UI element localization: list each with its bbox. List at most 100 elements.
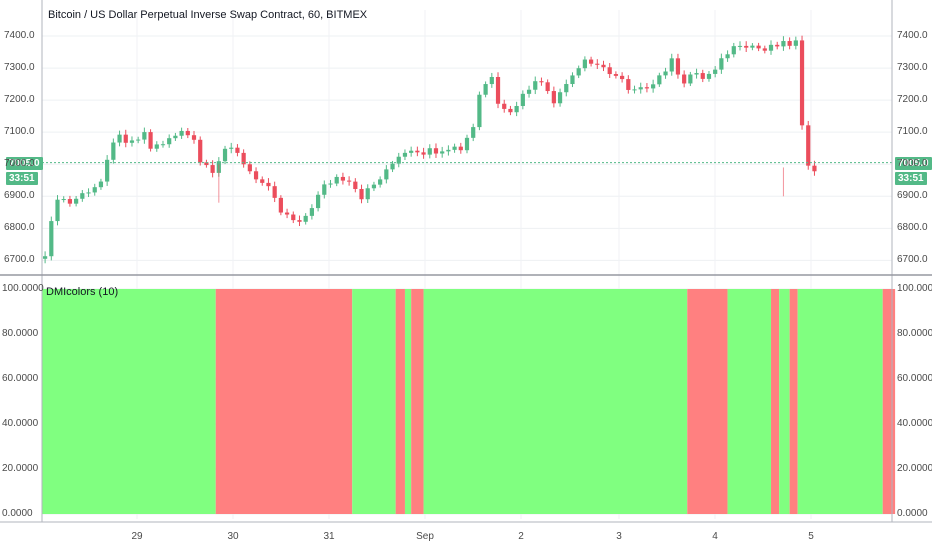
candle-up [117, 134, 122, 143]
candle-up [142, 132, 147, 140]
candle-down [775, 44, 780, 47]
price-axis-tick: 6800.0 [4, 222, 35, 234]
dmi-segment-bull [727, 289, 772, 514]
candle-down [607, 67, 612, 75]
price-axis-tick: 7300.0 [4, 62, 35, 74]
dmi-segment-bear [687, 289, 728, 514]
countdown-badge-left: 33:51 [6, 172, 38, 185]
last-price-badge-left: 7005.0 [6, 157, 43, 170]
candle-up [669, 58, 674, 72]
candle-up [632, 89, 637, 91]
candle-up [396, 156, 401, 164]
candle-up [638, 87, 643, 90]
candle-down [241, 152, 246, 165]
indicator-axis-tick: 60.0000 [2, 373, 39, 384]
candle-up [471, 127, 476, 138]
candle-down [601, 64, 606, 68]
candle-down [433, 148, 439, 154]
candle-up [390, 163, 395, 170]
candle-up [768, 44, 774, 51]
time-axis-tick: 30 [227, 531, 239, 542]
candle-down [235, 147, 240, 153]
candle-up [452, 146, 457, 150]
price-axis-tick: 7400.0 [897, 30, 928, 42]
indicator-axis-tick: 60.0000 [897, 373, 932, 384]
candle-down [458, 146, 463, 151]
time-axis-tick: 3 [616, 531, 622, 542]
candle-up [365, 188, 370, 200]
candle-up [167, 138, 172, 145]
candle-up [533, 81, 538, 90]
time-axis-tick: 4 [712, 531, 718, 542]
candle-up [564, 84, 569, 93]
candle-up [402, 152, 408, 157]
candle-down [67, 199, 73, 204]
price-axis-tick: 6700.0 [897, 254, 928, 266]
time-axis-tick: 5 [808, 531, 814, 542]
price-axis-tick: 7400.0 [4, 30, 35, 42]
dmi-segment-bear [771, 289, 780, 514]
candle-up [440, 151, 445, 154]
candle-up [464, 137, 470, 151]
candle-up [111, 142, 116, 160]
candle-up [154, 144, 159, 149]
candle-down [613, 74, 619, 76]
candle-up [750, 45, 755, 48]
candle-up [781, 41, 786, 47]
candle-up [737, 45, 743, 47]
candle-up [328, 183, 333, 185]
time-axis-tick: 31 [323, 531, 335, 542]
candle-up [43, 256, 48, 259]
price-axis-tick: 7000.0 [4, 158, 35, 170]
candle-up [371, 184, 377, 189]
candle-up [427, 148, 432, 155]
candle-up [694, 73, 699, 75]
indicator-axis-tick: 20.0000 [2, 463, 39, 474]
candle-up [74, 198, 79, 204]
candle-up [557, 92, 563, 104]
candle-up [105, 159, 110, 182]
candle-down [210, 165, 215, 173]
candle-down [421, 152, 426, 155]
candle-down [297, 220, 302, 222]
dmi-segment-bull [352, 289, 396, 514]
candle-down [588, 59, 594, 64]
candle-up [713, 69, 718, 74]
candle-up [719, 58, 724, 70]
candle-down [278, 197, 283, 213]
candle-down [700, 73, 705, 79]
candle-up [446, 149, 451, 152]
candle-down [744, 45, 749, 48]
candle-up [61, 199, 66, 201]
candle-up [303, 215, 308, 222]
candle-down [626, 79, 631, 90]
price-axis-tick: 7200.0 [4, 94, 35, 106]
candle-down [806, 125, 811, 166]
candle-up [477, 94, 482, 128]
candle-down [762, 48, 767, 51]
candle-down [508, 108, 513, 113]
candle-up [706, 73, 712, 79]
candle-up [315, 194, 321, 209]
candle-down [340, 176, 346, 181]
candle-up [688, 74, 693, 84]
candle-down [595, 63, 600, 65]
candle-down [284, 212, 290, 215]
price-axis-tick: 6900.0 [897, 190, 928, 202]
candle-up [334, 176, 339, 184]
candle-up [322, 184, 327, 195]
candle-down [551, 91, 556, 104]
indicator-axis-tick: 20.0000 [897, 463, 932, 474]
candle-up [160, 144, 166, 146]
candle-up [651, 84, 656, 89]
candle-down [260, 179, 265, 183]
countdown-badge-right: 33:51 [895, 172, 927, 185]
indicator-axis-tick: 100.0000 [2, 283, 44, 294]
candle-down [347, 180, 352, 182]
last-price-badge-right: 7005.0 [895, 157, 932, 170]
candle-down [198, 139, 203, 163]
price-axis-tick: 7200.0 [897, 94, 928, 106]
candle-down [185, 130, 190, 136]
candle-down [353, 181, 358, 189]
